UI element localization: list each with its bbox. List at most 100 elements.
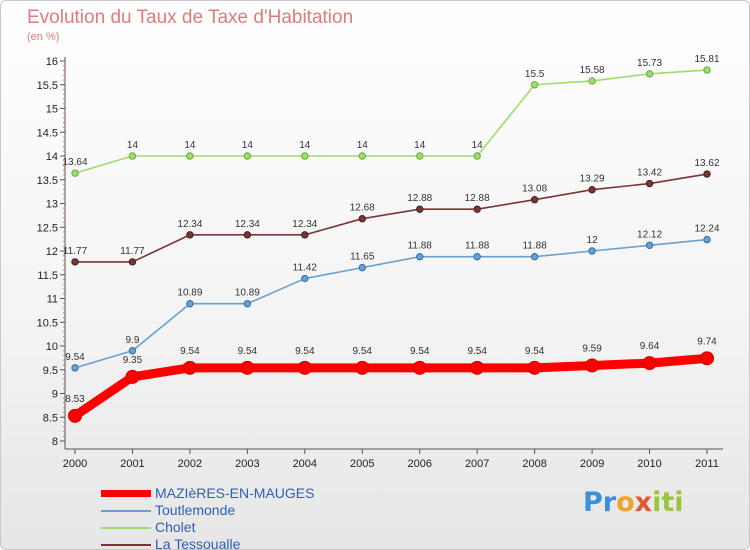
- data-label-2: 15.5: [525, 69, 545, 80]
- series-line-1: [74, 238, 708, 369]
- legend-swatch-3: [101, 544, 151, 546]
- chart-data-labels: 13.64 14 14 14 14 14 14 14 15.5 15.58 15.73 15.81 11…: [62, 54, 719, 405]
- data-point-0: [355, 360, 370, 375]
- y-tick-label: 14.5: [37, 127, 58, 139]
- data-label-3: 12.88: [465, 193, 490, 204]
- data-point-0: [297, 360, 312, 375]
- x-tick-label: 2007: [465, 458, 489, 470]
- x-tick-label: 2010: [637, 458, 661, 470]
- y-tick-label: 12: [46, 246, 58, 258]
- logo-part-2: o: [616, 487, 635, 518]
- y-tick-label: 8.5: [43, 412, 58, 424]
- data-point-0: [182, 360, 197, 375]
- legend-label-2: Cholet: [155, 519, 196, 535]
- x-tick-label: 2011: [695, 458, 719, 470]
- data-label-2: 14: [414, 140, 426, 151]
- data-label-1: 12: [587, 235, 599, 246]
- data-point-3: [128, 258, 137, 266]
- data-point-0: [470, 360, 485, 375]
- data-label-2: 14: [184, 140, 196, 151]
- data-point-0: [700, 351, 714, 366]
- data-point-0: [68, 408, 82, 423]
- data-point-2: [645, 70, 654, 78]
- data-point-0: [527, 360, 542, 375]
- data-point-2: [301, 152, 309, 160]
- data-label-1: 12.12: [637, 229, 662, 240]
- series-line-3: [74, 173, 708, 263]
- y-tick-label: 13: [46, 199, 58, 211]
- data-label-0: 8.53: [65, 394, 85, 405]
- chart-title: Evolution du Taux de Taxe d'Habitation: [27, 7, 354, 28]
- y-tick-label: 13.5: [37, 175, 58, 187]
- data-label-3: 12.34: [177, 219, 202, 230]
- data-point-1: [703, 235, 711, 244]
- legend-label-1: Toutlemonde: [155, 502, 236, 518]
- data-label-1: 10.89: [177, 288, 202, 299]
- data-label-2: 15.73: [637, 58, 662, 69]
- data-label-1: 11.42: [293, 263, 318, 274]
- data-label-3: 13.08: [522, 184, 547, 195]
- data-label-3: 12.68: [350, 203, 375, 214]
- data-point-2: [416, 152, 424, 160]
- data-point-1: [530, 253, 539, 261]
- data-label-3: 13.29: [580, 174, 605, 185]
- legend-label-3: La Tessoualle: [155, 536, 241, 550]
- data-point-0: [240, 360, 255, 375]
- data-label-2: 14: [127, 140, 139, 151]
- data-point-2: [473, 152, 481, 160]
- y-tick-label: 11: [47, 294, 58, 306]
- data-point-2: [243, 152, 252, 160]
- data-label-0: 9.54: [467, 346, 487, 357]
- data-point-3: [186, 231, 194, 239]
- data-point-3: [358, 215, 366, 223]
- data-point-1: [128, 347, 137, 355]
- x-tick-label: 2004: [293, 458, 317, 470]
- data-point-3: [243, 231, 252, 239]
- legend-label-0: MAZIèRES-EN-MAUGES: [155, 485, 315, 501]
- data-label-0: 9.54: [238, 346, 258, 357]
- chart-unit: (en %): [27, 31, 60, 43]
- data-point-3: [416, 205, 424, 213]
- y-tick-label: 9.5: [43, 365, 58, 377]
- data-point-3: [473, 205, 481, 213]
- y-tick-label: 10: [46, 341, 58, 353]
- data-label-1: 10.89: [235, 288, 260, 299]
- data-label-1: 9.9: [126, 335, 140, 346]
- legend-swatch-0: [101, 490, 151, 497]
- y-tick-label: 15: [46, 104, 58, 116]
- data-point-0: [412, 360, 427, 375]
- data-point-3: [703, 170, 711, 178]
- data-point-1: [71, 364, 79, 372]
- data-point-2: [588, 77, 596, 85]
- data-label-3: 12.88: [407, 193, 432, 204]
- data-point-1: [416, 253, 424, 261]
- data-label-1: 11.88: [465, 241, 490, 252]
- data-label-3: 11.77: [120, 246, 145, 257]
- data-label-1: 11.88: [522, 241, 547, 252]
- data-label-3: 13.42: [637, 168, 662, 179]
- line-chart: 8 8.5 9 9.5 10 10.5 11 11.5 12 12.5 13 13.5 14 14.5 15…: [37, 54, 723, 470]
- data-point-1: [301, 274, 309, 283]
- legend-item: MAZIèRES-EN-MAUGES: [101, 485, 361, 502]
- data-point-0: [585, 358, 600, 373]
- data-label-2: 14: [472, 140, 484, 151]
- data-point-2: [358, 152, 366, 160]
- data-point-3: [71, 258, 79, 266]
- data-label-0: 9.59: [582, 343, 602, 354]
- x-tick-label: 2002: [178, 458, 202, 470]
- legend-item: Toutlemonde: [101, 502, 361, 519]
- data-label-1: 9.54: [65, 352, 85, 363]
- x-tick-label: 2001: [120, 458, 144, 470]
- data-point-0: [642, 356, 657, 371]
- y-tick-label: 14: [46, 151, 58, 163]
- data-point-1: [243, 300, 252, 308]
- data-point-3: [645, 179, 654, 188]
- legend-swatch-1: [101, 510, 151, 512]
- legend-swatch-2: [101, 527, 151, 529]
- data-point-3: [530, 196, 539, 204]
- data-label-3: 12.34: [235, 219, 260, 230]
- data-label-2: 14: [357, 140, 369, 151]
- data-label-3: 13.62: [694, 158, 719, 169]
- data-label-0: 9.64: [640, 341, 660, 352]
